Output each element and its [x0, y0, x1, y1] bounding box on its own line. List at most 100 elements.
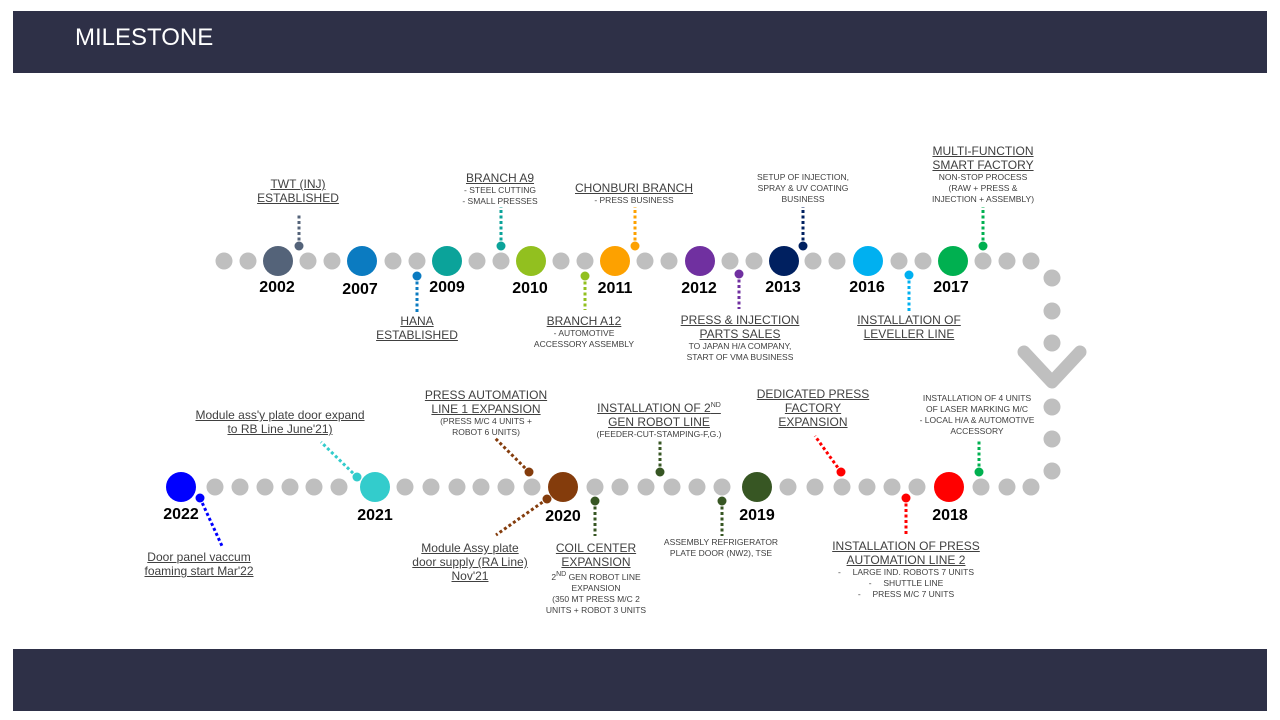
track-dot — [1022, 252, 1040, 270]
track-dot — [974, 252, 992, 270]
event-detail: ACCESSORY ASSEMBLY — [533, 339, 635, 349]
track-dot — [636, 252, 654, 270]
track-dot — [908, 478, 926, 496]
year-2010: 2010 — [512, 280, 548, 297]
track-dot — [998, 252, 1016, 270]
event-detail: INSTALLATION OF 4 UNITS — [922, 393, 1032, 403]
track-dot — [552, 252, 570, 270]
year-2007: 2007 — [342, 281, 378, 298]
event-detail: - SHUTTLE LINE — [868, 578, 944, 588]
event-chonburi-branch: CHONBURI BRANCH - PRESS BUSINESS — [575, 181, 693, 206]
event-title: ESTABLISHED — [257, 191, 339, 205]
event-title: INSTALLATION OF 2ND — [597, 399, 722, 415]
year-circle-2013 — [769, 246, 799, 276]
track-dot — [281, 478, 299, 496]
year-2013: 2013 — [765, 279, 801, 296]
event-marker-dot — [590, 496, 600, 506]
event-detail: - LARGE IND. ROBOTS 7 UNITS — [837, 567, 975, 577]
year-circle-2017 — [938, 246, 968, 276]
event-setup-injection: SETUP OF INJECTION, SPRAY & UV COATING B… — [757, 172, 849, 205]
event-detail: (350 MT PRESS M/C 2 — [552, 593, 640, 604]
year-2017: 2017 — [933, 279, 969, 296]
event-title: CHONBURI BRANCH — [574, 181, 694, 195]
event-title: foaming start Mar'22 — [144, 564, 254, 578]
event-branch-a12: BRANCH A12 - AUTOMOTIVE ACCESSORY ASSEMB… — [534, 314, 634, 350]
event-2nd-gen-robot: INSTALLATION OF 2ND GEN ROBOT LINE (FEED… — [597, 399, 722, 440]
connector-line — [492, 435, 531, 474]
event-press-automation-2: INSTALLATION OF PRESS AUTOMATION LINE 2 … — [832, 539, 980, 600]
track-dot — [497, 478, 515, 496]
track-dot — [1043, 302, 1061, 320]
event-title: Module Assy plate — [421, 541, 519, 555]
track-dot — [1022, 478, 1040, 496]
track-dot — [576, 252, 594, 270]
event-title: BRANCH A9 — [465, 171, 535, 185]
event-detail: - PRESS M/C 7 UNITS — [857, 589, 955, 599]
event-detail: (PRESS M/C 4 UNITS + — [440, 416, 532, 426]
event-title: Nov'21 — [451, 569, 489, 583]
event-title: door supply (RA Line) — [412, 555, 528, 569]
track-dot — [688, 478, 706, 496]
event-detail: EXPANSION — [571, 582, 621, 593]
event-title: ESTABLISHED — [376, 328, 458, 342]
event-press-injection-sales: PRESS & INJECTION PARTS SALES TO JAPAN H… — [681, 313, 800, 363]
event-marker-dot — [974, 467, 984, 477]
event-detail: START OF VMA BUSINESS — [686, 352, 794, 362]
track-dot — [611, 478, 629, 496]
event-title: AUTOMATION LINE 2 — [846, 553, 966, 567]
event-detail: SPRAY & UV COATING — [757, 183, 849, 193]
track-dot — [468, 252, 486, 270]
event-detail: (FEEDER-CUT-STAMPING-F,G.) — [596, 429, 722, 439]
event-module-expand-rb: Module ass'y plate door expand to RB Lin… — [195, 408, 364, 436]
event-title-text: INSTALLATION OF 2 — [597, 401, 711, 415]
event-detail: - PRESS BUSINESS — [594, 195, 674, 205]
event-detail: SETUP OF INJECTION, — [757, 172, 849, 182]
year-2018: 2018 — [932, 507, 968, 524]
event-detail: (RAW + PRESS & — [948, 183, 1018, 193]
event-marker-dot — [717, 496, 727, 506]
event-title: Module ass'y plate door expand — [195, 408, 365, 422]
track-dot — [1043, 398, 1061, 416]
event-marker-dot — [901, 493, 911, 503]
event-marker-dot — [412, 271, 422, 281]
event-dedicated-press: DEDICATED PRESS FACTORY EXPANSION — [757, 387, 869, 429]
event-title: Door panel vaccum — [147, 550, 251, 564]
event-title: INSTALLATION OF PRESS — [832, 539, 980, 553]
track-dot — [858, 478, 876, 496]
event-title: to RB Line June'21) — [227, 422, 333, 436]
event-marker-dot — [734, 269, 744, 279]
year-circle-2019 — [742, 472, 772, 502]
event-marker-dot — [496, 241, 506, 251]
connector-line — [495, 497, 548, 537]
year-circle-2020 — [548, 472, 578, 502]
event-coil-center: COIL CENTER EXPANSION 2ND GEN ROBOT LINE… — [546, 541, 646, 616]
event-detail: - STEEL CUTTING — [464, 185, 536, 195]
detail-text: 2 — [551, 571, 557, 582]
event-detail: UNITS + ROBOT 3 UNITS — [545, 604, 647, 615]
event-title: BRANCH A12 — [546, 314, 622, 328]
year-circle-2012 — [685, 246, 715, 276]
event-marker-dot — [352, 472, 362, 482]
event-title: EXPANSION — [561, 555, 631, 569]
event-marker-dot — [978, 241, 988, 251]
event-title: PARTS SALES — [699, 327, 781, 341]
event-title: DEDICATED PRESS — [756, 387, 870, 401]
detail-text: GEN ROBOT LINE — [568, 571, 641, 582]
track-dot — [239, 252, 257, 270]
year-circle-2010 — [516, 246, 546, 276]
track-dot — [883, 478, 901, 496]
event-title: COIL CENTER — [555, 541, 637, 555]
connector-line — [198, 497, 224, 547]
event-leveller-line: INSTALLATION OF LEVELLER LINE — [857, 313, 961, 341]
track-dot — [745, 252, 763, 270]
track-dot — [492, 252, 510, 270]
event-twt-established: TWT (INJ) ESTABLISHED — [257, 177, 339, 205]
event-marker-dot — [524, 467, 534, 477]
track-dot — [660, 252, 678, 270]
track-dot — [828, 252, 846, 270]
event-detail: OF LASER MARKING M/C — [925, 404, 1028, 414]
track-dot — [914, 252, 932, 270]
chevron-down-icon — [1017, 345, 1087, 389]
superscript: ND — [710, 402, 721, 409]
